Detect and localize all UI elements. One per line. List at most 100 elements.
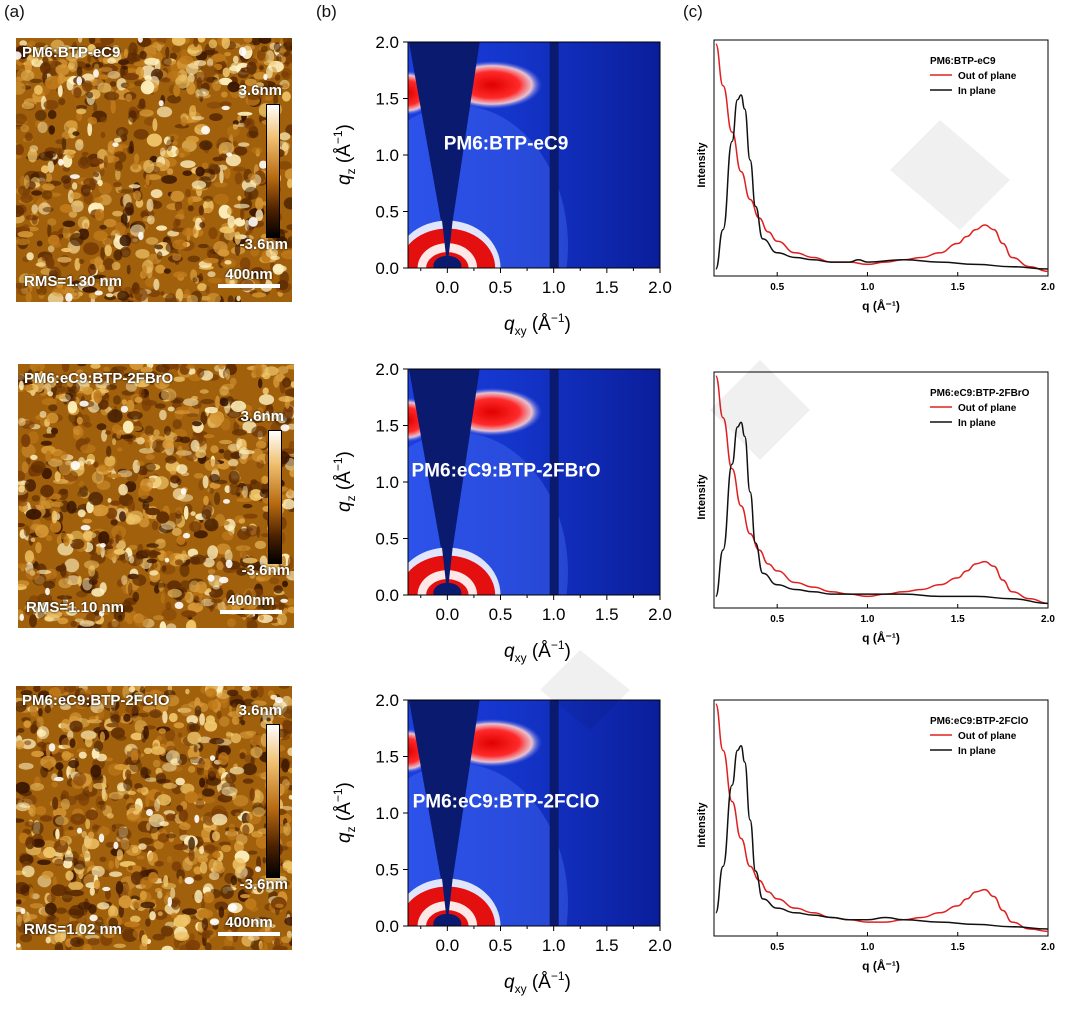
y-tick-label: 0.5 [375, 530, 399, 549]
x-tick-label: 1.0 [861, 614, 875, 625]
x-tick-label: 0.5 [489, 936, 513, 955]
legend-title: PM6:eC9:BTP-2FBrO [930, 388, 1030, 399]
x-axis-label: q (Å⁻¹) [862, 298, 900, 313]
x-tick-label: 1.0 [861, 942, 875, 953]
y-tick-label: 0.0 [375, 586, 399, 605]
legend-entry: In plane [958, 418, 996, 429]
x-axis-label: qxy (Å−1) [504, 638, 571, 665]
x-tick-label: 1.0 [861, 282, 875, 293]
y-tick-label: 2.0 [375, 33, 399, 52]
afm-colorbar [266, 104, 280, 238]
afm-title: PM6:eC9:BTP-2FClO [22, 692, 170, 709]
legend-title: PM6:eC9:BTP-2FClO [930, 716, 1029, 727]
afm-colorbar [266, 724, 280, 878]
legend-entry: Out of plane [958, 403, 1017, 414]
series-line-out-of-plane [715, 703, 1049, 933]
giwaxs-map: PM6:BTP-eC9 0.0 0.0 0.5 0.5 1.0 1.0 1.5 1.5 2.0 2.… [331, 33, 672, 338]
afm-title: PM6:eC9:BTP-2FBrO [24, 370, 174, 387]
x-tick-label: 1.0 [542, 605, 566, 624]
x-tick-label: 2.0 [1041, 282, 1055, 293]
afm-image: PM6:eC9:BTP-2FClO 3.6nm -3.6nm RMS=1.02 … [16, 686, 292, 950]
y-tick-label: 0.5 [375, 861, 399, 880]
x-tick-label: 2.0 [1041, 942, 1055, 953]
afm-rms: RMS=1.10 nm [26, 599, 124, 616]
x-axis-label: q (Å⁻¹) [862, 630, 900, 645]
x-tick-label: 0.5 [770, 942, 784, 953]
series-line-in-plane [715, 421, 1049, 605]
series-line-in-plane [715, 745, 1049, 930]
afm-colorbar-max: 3.6nm [238, 82, 282, 99]
y-axis-label: qz (Å−1) [331, 451, 358, 512]
panel-label-b: (b) [316, 2, 337, 21]
afm-colorbar-max: 3.6nm [240, 408, 284, 425]
y-axis-label: qz (Å−1) [331, 782, 358, 843]
giwaxs-title: PM6:eC9:BTP-2FClO [413, 791, 600, 812]
x-tick-label: 1.0 [542, 278, 566, 297]
series-line-out-of-plane [715, 375, 1049, 605]
legend-title: PM6:BTP-eC9 [930, 56, 996, 67]
y-tick-label: 0.0 [375, 259, 399, 278]
x-tick-label: 2.0 [648, 936, 672, 955]
y-tick-label: 1.0 [375, 804, 399, 823]
y-tick-label: 2.0 [375, 360, 399, 379]
legend-entry: Out of plane [958, 731, 1017, 742]
giwaxs-map: PM6:eC9:BTP-2FClO 0.0 0.0 0.5 0.5 1.0 1.0 1.5 1.… [331, 691, 672, 996]
y-tick-label: 1.5 [375, 748, 399, 767]
series-line-out-of-plane [715, 43, 1049, 273]
afm-scalebar: 400nm [220, 592, 282, 614]
y-tick-label: 1.5 [375, 417, 399, 436]
x-tick-label: 1.5 [951, 282, 965, 293]
x-tick-label: 2.0 [648, 278, 672, 297]
x-tick-label: 1.5 [595, 936, 619, 955]
afm-colorbar-min: -3.6nm [239, 236, 288, 253]
giwaxs-map: PM6:eC9:BTP-2FBrO 0.0 0.0 0.5 0.5 1.0 1.0 1.5 1.… [331, 360, 672, 665]
y-tick-label: 1.0 [375, 146, 399, 165]
panel-label-c: (c) [683, 2, 703, 21]
x-tick-label: 1.0 [542, 936, 566, 955]
line-cut-plot: 0.5 1.0 1.5 2.0 q (Å⁻¹) Intensity PM6:eC9:BTP-… [696, 699, 1055, 973]
x-tick-label: 2.0 [648, 605, 672, 624]
panel-label-a: (a) [4, 2, 25, 21]
y-tick-label: 0.0 [375, 917, 399, 936]
y-tick-label: 1.0 [375, 473, 399, 492]
y-axis-label: Intensity [696, 474, 708, 520]
line-cut-plot: 0.5 1.0 1.5 2.0 q (Å⁻¹) Intensity PM6:BTP-eC9 O… [696, 39, 1055, 313]
afm-title: PM6:BTP-eC9 [22, 44, 121, 61]
y-axis-label: Intensity [696, 802, 708, 848]
afm-colorbar [268, 430, 282, 564]
afm-colorbar-min: -3.6nm [239, 876, 288, 893]
x-tick-label: 0.0 [436, 278, 460, 297]
series-line-in-plane [715, 94, 1049, 270]
legend-entry: In plane [958, 746, 996, 757]
afm-colorbar-min: -3.6nm [241, 562, 290, 579]
x-tick-label: 1.5 [951, 942, 965, 953]
x-axis-label: qxy (Å−1) [504, 311, 571, 338]
x-tick-label: 1.5 [595, 605, 619, 624]
y-axis-label: Intensity [696, 142, 708, 188]
x-tick-label: 0.5 [489, 605, 513, 624]
line-cut-plot: 0.5 1.0 1.5 2.0 q (Å⁻¹) Intensity PM6:eC9:BTP-… [696, 371, 1055, 645]
x-tick-label: 0.5 [770, 282, 784, 293]
y-tick-label: 2.0 [375, 691, 399, 710]
x-axis-label: qxy (Å−1) [504, 969, 571, 996]
y-tick-label: 0.5 [375, 203, 399, 222]
afm-colorbar-max: 3.6nm [238, 702, 282, 719]
x-axis-label: q (Å⁻¹) [862, 958, 900, 973]
afm-rms: RMS=1.02 nm [24, 921, 122, 938]
legend-entry: Out of plane [958, 71, 1017, 82]
afm-rms: RMS=1.30 nm [24, 273, 122, 290]
x-tick-label: 1.5 [951, 614, 965, 625]
x-tick-label: 1.5 [595, 278, 619, 297]
afm-scalebar: 400nm [218, 914, 280, 936]
afm-image: PM6:eC9:BTP-2FBrO 3.6nm -3.6nm RMS=1.10 … [18, 364, 294, 628]
x-tick-label: 0.5 [489, 278, 513, 297]
afm-scalebar: 400nm [218, 266, 280, 288]
legend-entry: In plane [958, 86, 996, 97]
giwaxs-title: PM6:eC9:BTP-2FBrO [412, 460, 601, 481]
y-axis-label: qz (Å−1) [331, 124, 358, 185]
afm-image: PM6:BTP-eC9 3.6nm -3.6nm RMS=1.30 nm 400… [16, 38, 292, 302]
x-tick-label: 0.5 [770, 614, 784, 625]
x-tick-label: 0.0 [436, 936, 460, 955]
giwaxs-title: PM6:BTP-eC9 [444, 133, 569, 154]
x-tick-label: 2.0 [1041, 614, 1055, 625]
